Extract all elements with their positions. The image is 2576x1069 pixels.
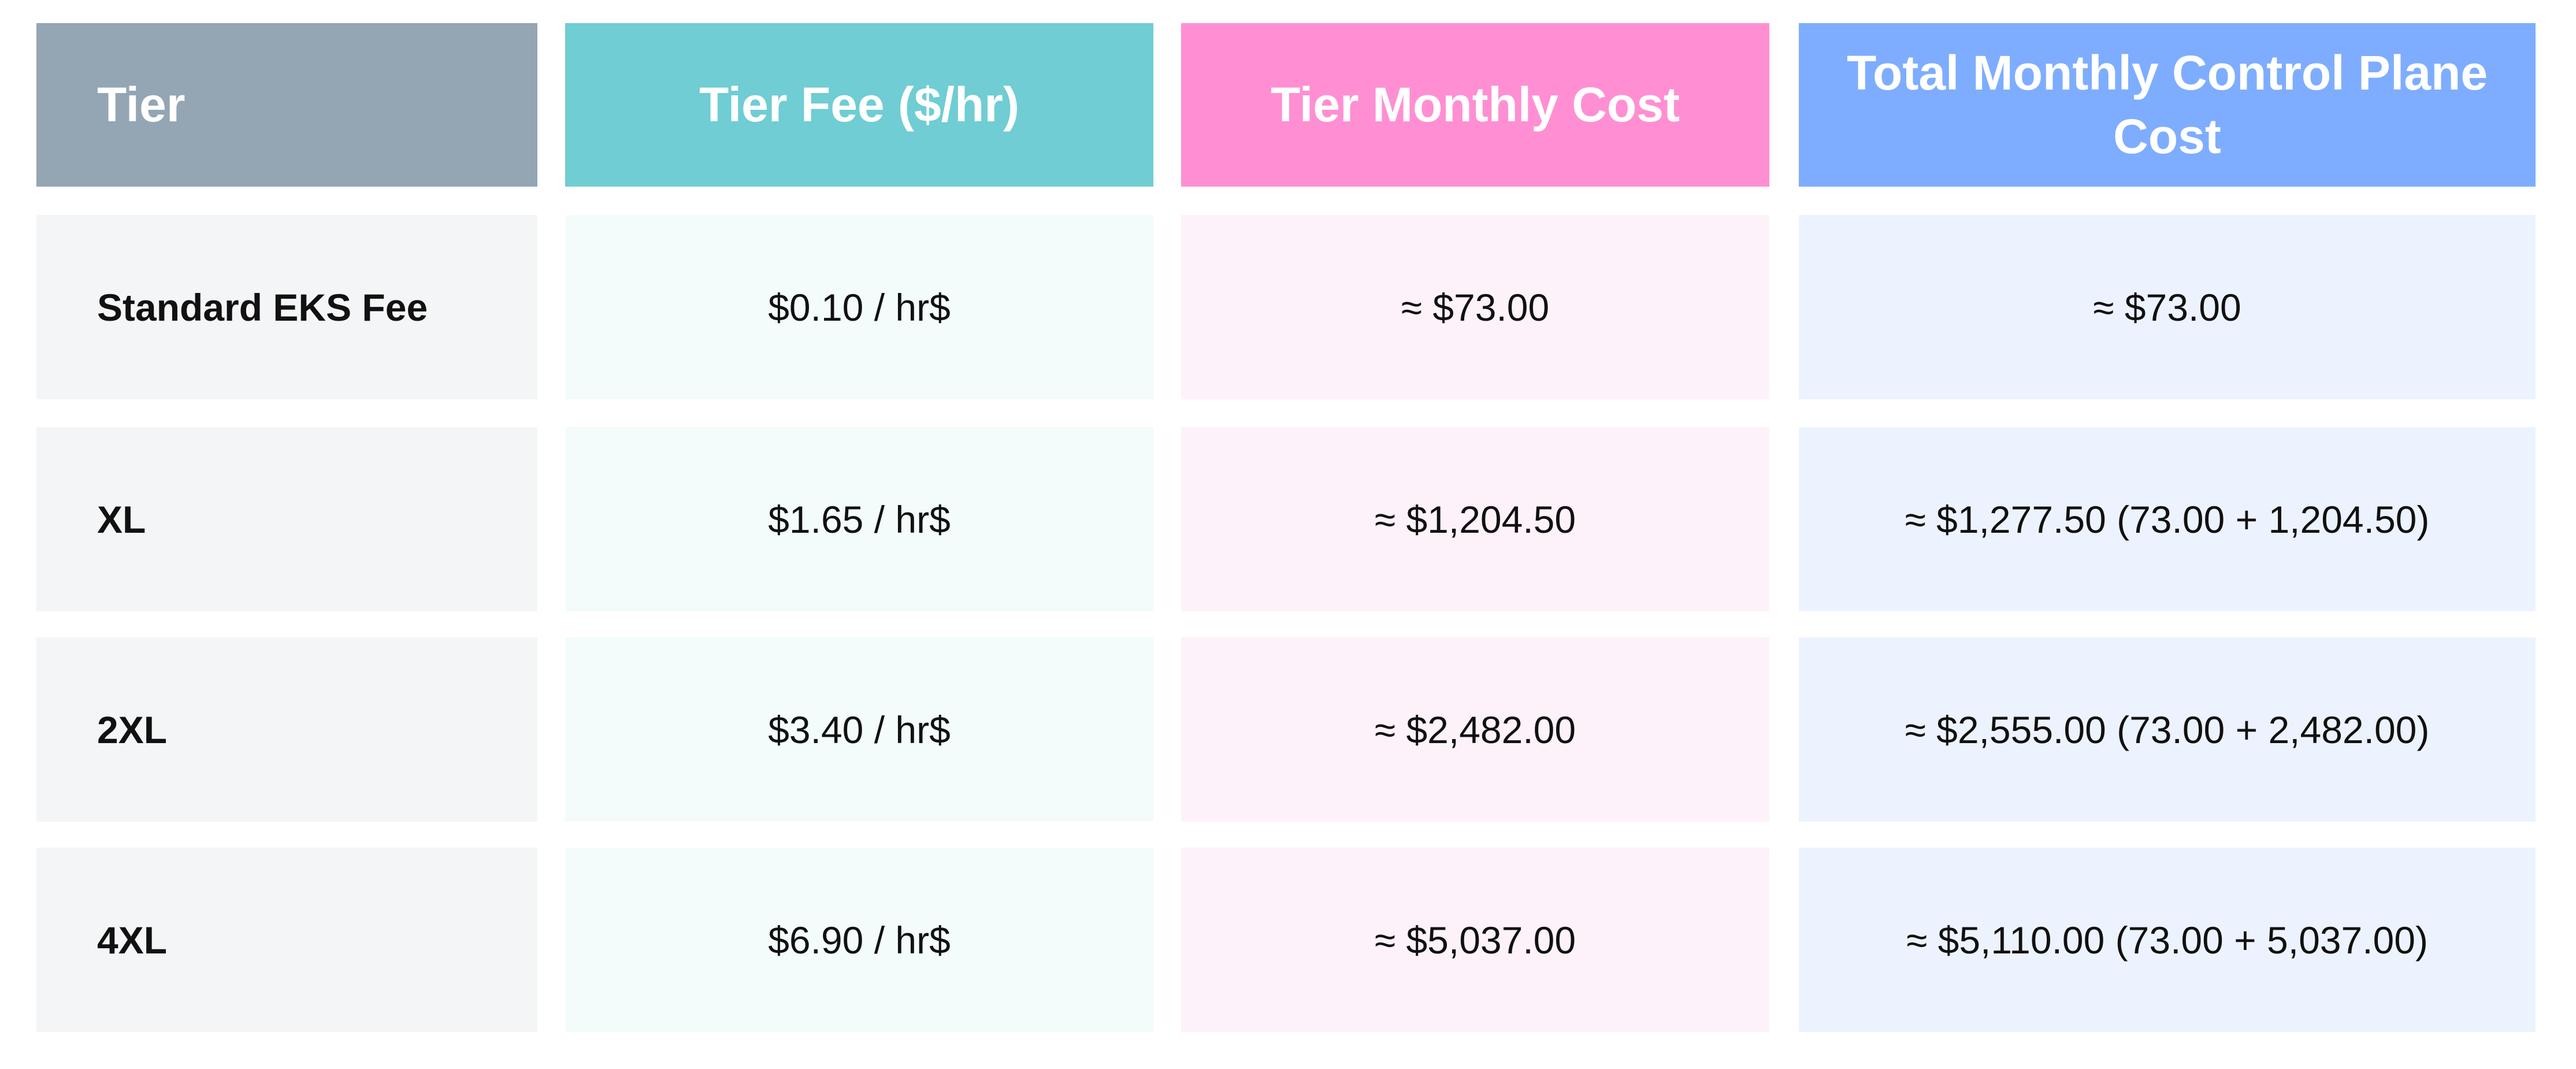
header-tier-fee: Tier Fee ($/hr) <box>565 23 1153 187</box>
cell-tier: Standard EKS Fee <box>36 215 537 399</box>
cell-monthly-cost: ≈ $2,482.00 <box>1181 637 1769 822</box>
cell-tier: 2XL <box>36 637 537 822</box>
cell-tier-fee: $3.40 / hr$ <box>565 637 1153 822</box>
cell-tier-fee: $6.90 / hr$ <box>565 848 1153 1032</box>
cell-tier-fee: $0.10 / hr$ <box>565 215 1153 399</box>
header-total-monthly-cost: Total Monthly Control Plane Cost <box>1799 23 2536 187</box>
cell-monthly-cost: ≈ $5,037.00 <box>1181 848 1769 1032</box>
cell-total-cost: ≈ $73.00 <box>1799 215 2536 399</box>
cell-total-cost: ≈ $2,555.00 (73.00 + 2,482.00) <box>1799 637 2536 822</box>
cell-monthly-cost: ≈ $73.00 <box>1181 215 1769 399</box>
cell-tier: XL <box>36 427 537 611</box>
cell-monthly-cost: ≈ $1,204.50 <box>1181 427 1769 611</box>
header-tier-monthly-cost: Tier Monthly Cost <box>1181 23 1769 187</box>
cell-tier-fee: $1.65 / hr$ <box>565 427 1153 611</box>
cell-total-cost: ≈ $1,277.50 (73.00 + 1,204.50) <box>1799 427 2536 611</box>
cell-tier: 4XL <box>36 848 537 1032</box>
cell-total-cost: ≈ $5,110.00 (73.00 + 5,037.00) <box>1799 848 2536 1032</box>
header-tier: Tier <box>36 23 537 187</box>
